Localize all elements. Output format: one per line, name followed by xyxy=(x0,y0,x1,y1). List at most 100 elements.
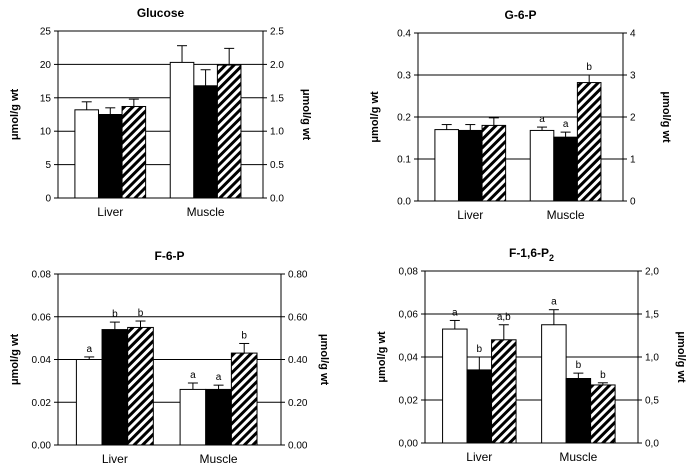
chart-panel-4: 0,00 0,0 0,02 0,5 0,04 1,0 0,06 1,5 0,08 2,0 F-1,6… xyxy=(376,246,687,464)
bar xyxy=(434,129,459,202)
bar xyxy=(101,329,129,446)
significance-label: b xyxy=(112,309,118,320)
y2-tick-label: 4 xyxy=(630,29,636,40)
chart-panel-1: 0 0.0 5 0.5 10 1.0 15 1.5 20 2.0 25 2.5 Glucose μmol/… xyxy=(9,6,312,219)
bar xyxy=(457,129,483,202)
bar xyxy=(193,85,218,199)
y-tick-label: 0,08 xyxy=(399,267,419,278)
y2-axis-label: μmol/g wt xyxy=(660,91,672,143)
y2-tick-label: 2 xyxy=(630,113,636,124)
category-label: Muscle xyxy=(187,205,225,219)
y2-tick-label: 2.0 xyxy=(270,60,284,71)
bar xyxy=(179,388,207,446)
category-label: Muscle xyxy=(547,208,585,222)
y2-tick-label: 0.20 xyxy=(288,398,308,409)
bar xyxy=(127,326,154,446)
y-axis-label: μmol/g wt xyxy=(369,91,381,143)
y2-tick-label: 2.5 xyxy=(270,27,284,38)
y2-tick-label: 0,5 xyxy=(645,396,659,407)
y2-tick-label: 1.0 xyxy=(270,127,284,138)
significance-label: b xyxy=(600,370,606,381)
y-tick-label: 0.06 xyxy=(32,312,52,323)
y2-tick-label: 1 xyxy=(630,155,636,166)
chart-title: Glucose xyxy=(137,6,185,20)
significance-label: a xyxy=(190,370,196,381)
y-axis-label: μmol/g wt xyxy=(9,88,21,140)
chart-panel-3: 0.00 0.00 0.02 0.20 0.04 0.40 0.06 0.60 0.08 0.80… xyxy=(9,249,330,466)
y-tick-label: 0.4 xyxy=(397,29,411,40)
bar xyxy=(541,324,567,444)
y-tick-label: 0.3 xyxy=(397,71,411,82)
significance-label: b xyxy=(586,62,592,73)
bar xyxy=(565,378,592,444)
bar xyxy=(216,64,242,199)
y-tick-label: 15 xyxy=(40,93,52,104)
y2-tick-label: 0.5 xyxy=(270,160,284,171)
y-tick-label: 0,00 xyxy=(399,439,419,450)
chart-title: F-6-P xyxy=(155,249,185,263)
y2-tick-label: 0.40 xyxy=(288,355,308,366)
y-axis-label: μmol/g wt xyxy=(9,333,21,385)
bar xyxy=(576,82,602,202)
significance-label: a xyxy=(216,372,222,383)
chart-title: F-1,6-P2 xyxy=(509,246,554,263)
bar xyxy=(169,61,195,199)
y2-tick-label: 0.0 xyxy=(270,194,284,205)
significance-label: a xyxy=(563,119,569,130)
y-axis-label: μmol/g wt xyxy=(376,331,388,383)
y2-tick-label: 3 xyxy=(630,71,636,82)
y-tick-label: 0.00 xyxy=(32,441,52,452)
y2-tick-label: 2,0 xyxy=(645,267,659,278)
significance-label: a xyxy=(86,344,92,355)
y2-axis-label: μmol/g wt xyxy=(300,89,312,141)
bar xyxy=(442,328,468,444)
significance-label: a xyxy=(539,114,545,125)
y-tick-label: 0 xyxy=(45,194,51,205)
y-tick-label: 0.04 xyxy=(32,355,52,366)
significance-label: a xyxy=(452,307,458,318)
y-tick-label: 0,06 xyxy=(399,310,419,321)
bar xyxy=(121,105,147,199)
bar xyxy=(481,124,507,202)
y2-tick-label: 1,0 xyxy=(645,353,659,364)
y2-tick-label: 1.5 xyxy=(270,93,284,104)
y2-tick-label: 1,5 xyxy=(645,310,659,321)
bar xyxy=(230,352,258,446)
bar xyxy=(97,114,123,199)
significance-label: a,b xyxy=(497,312,511,323)
y2-tick-label: 0.60 xyxy=(288,312,308,323)
significance-label: b xyxy=(576,360,582,371)
category-label: Muscle xyxy=(559,450,597,464)
category-label: Liver xyxy=(97,205,123,219)
y2-tick-label: 0 xyxy=(630,197,636,208)
y-tick-label: 0,02 xyxy=(399,396,419,407)
significance-label: b xyxy=(138,308,144,319)
chart-panel-2: 0.0 0 0.1 1 0.2 2 0.3 3 0.4 4 G-6-P μmol/g wt μmol/g… xyxy=(369,8,672,222)
bar xyxy=(491,339,517,444)
y-tick-label: 10 xyxy=(40,127,52,138)
bar xyxy=(74,109,99,199)
bar xyxy=(553,136,578,202)
y-tick-label: 0.0 xyxy=(397,197,411,208)
y-tick-label: 20 xyxy=(40,60,52,71)
y2-tick-label: 0.00 xyxy=(288,441,308,452)
category-label: Liver xyxy=(102,452,128,466)
bar xyxy=(529,129,555,202)
bar xyxy=(466,369,493,444)
bar xyxy=(75,359,103,446)
y2-axis-label: μmol/g wt xyxy=(318,334,330,386)
y2-tick-label: 0,0 xyxy=(645,439,659,450)
significance-label: b xyxy=(241,330,247,341)
category-label: Liver xyxy=(457,208,483,222)
significance-label: a xyxy=(551,297,557,308)
y-tick-label: 0.08 xyxy=(32,270,52,281)
category-label: Liver xyxy=(466,450,492,464)
bar xyxy=(205,388,232,446)
y2-tick-label: 0.80 xyxy=(288,270,308,281)
y-tick-label: 0.2 xyxy=(397,113,411,124)
y-tick-label: 0.02 xyxy=(32,398,52,409)
significance-label: b xyxy=(477,344,483,355)
y-tick-label: 0.1 xyxy=(397,155,411,166)
category-label: Muscle xyxy=(200,452,238,466)
